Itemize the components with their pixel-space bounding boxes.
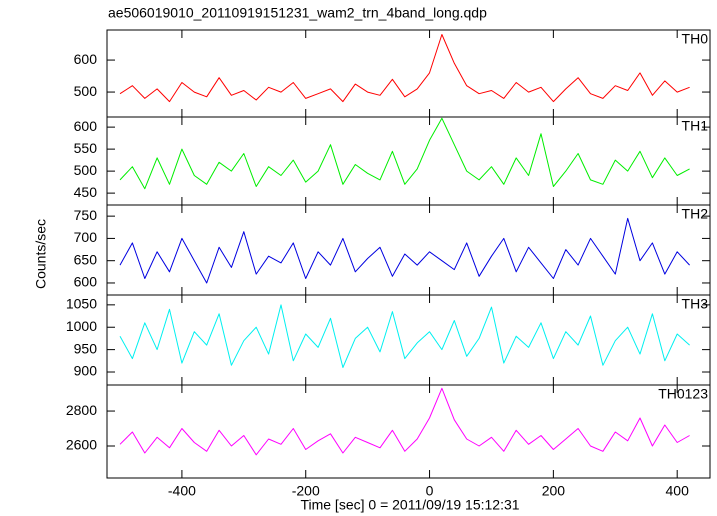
panel-label: TH2 xyxy=(682,206,709,222)
y-tick-label: 600 xyxy=(74,51,98,67)
panel-label: TH3 xyxy=(682,296,709,312)
y-axis-label: Counts/sec xyxy=(33,219,49,289)
series-line xyxy=(119,217,690,284)
x-axis-label: Time [sec] 0 = 2011/09/19 15:12:31 xyxy=(300,497,519,513)
y-tick-label: 600 xyxy=(74,274,98,290)
y-tick-label: 2800 xyxy=(66,402,97,418)
panel-frame xyxy=(106,29,711,118)
series-line xyxy=(119,34,690,103)
y-tick-label: 750 xyxy=(74,207,98,223)
panel-frame xyxy=(106,204,711,296)
panel-label: TH1 xyxy=(682,118,709,134)
y-tick-label: 500 xyxy=(74,83,98,99)
chart-title: ae506019010_20110919151231_wam2_trn_4ban… xyxy=(108,5,487,21)
y-tick-label: 1050 xyxy=(66,296,97,312)
y-tick-label: 950 xyxy=(74,340,98,356)
y-tick-label: 550 xyxy=(74,140,98,156)
panel-label: TH0123 xyxy=(658,386,708,402)
x-tick-label: -400 xyxy=(168,483,196,499)
x-tick-label: 0 xyxy=(426,483,434,499)
x-tick-label: -200 xyxy=(292,483,320,499)
x-tick-label: 400 xyxy=(666,483,690,499)
series-line xyxy=(119,304,690,368)
series-line xyxy=(119,117,690,190)
panel-frame xyxy=(106,116,711,206)
y-tick-label: 450 xyxy=(74,184,98,200)
y-tick-label: 900 xyxy=(74,363,98,379)
y-tick-label: 650 xyxy=(74,251,98,267)
y-tick-label: 500 xyxy=(74,162,98,178)
y-tick-label: 2600 xyxy=(66,437,97,453)
panel-frame xyxy=(106,294,711,386)
y-tick-label: 600 xyxy=(74,118,98,134)
y-tick-label: 700 xyxy=(74,229,98,245)
y-tick-label: 1000 xyxy=(66,318,97,334)
series-line xyxy=(119,387,690,456)
panel-label: TH0 xyxy=(682,31,709,47)
x-tick-label: 200 xyxy=(542,483,566,499)
panel-frame xyxy=(106,384,711,479)
